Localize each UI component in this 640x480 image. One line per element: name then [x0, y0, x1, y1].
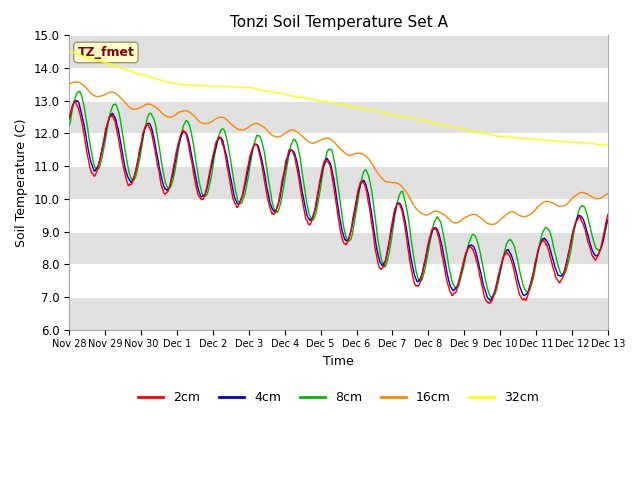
- Title: Tonzi Soil Temperature Set A: Tonzi Soil Temperature Set A: [230, 15, 447, 30]
- Bar: [69, 101, 608, 133]
- Text: TZ_fmet: TZ_fmet: [77, 46, 134, 59]
- Bar: [69, 297, 608, 330]
- Bar: [69, 199, 608, 231]
- Legend: 2cm, 4cm, 8cm, 16cm, 32cm: 2cm, 4cm, 8cm, 16cm, 32cm: [133, 386, 544, 409]
- Bar: [69, 68, 608, 101]
- Bar: [69, 231, 608, 264]
- Y-axis label: Soil Temperature (C): Soil Temperature (C): [15, 118, 28, 247]
- Bar: [69, 133, 608, 166]
- Bar: [69, 264, 608, 297]
- Bar: [69, 36, 608, 68]
- X-axis label: Time: Time: [323, 355, 354, 368]
- Bar: [69, 166, 608, 199]
